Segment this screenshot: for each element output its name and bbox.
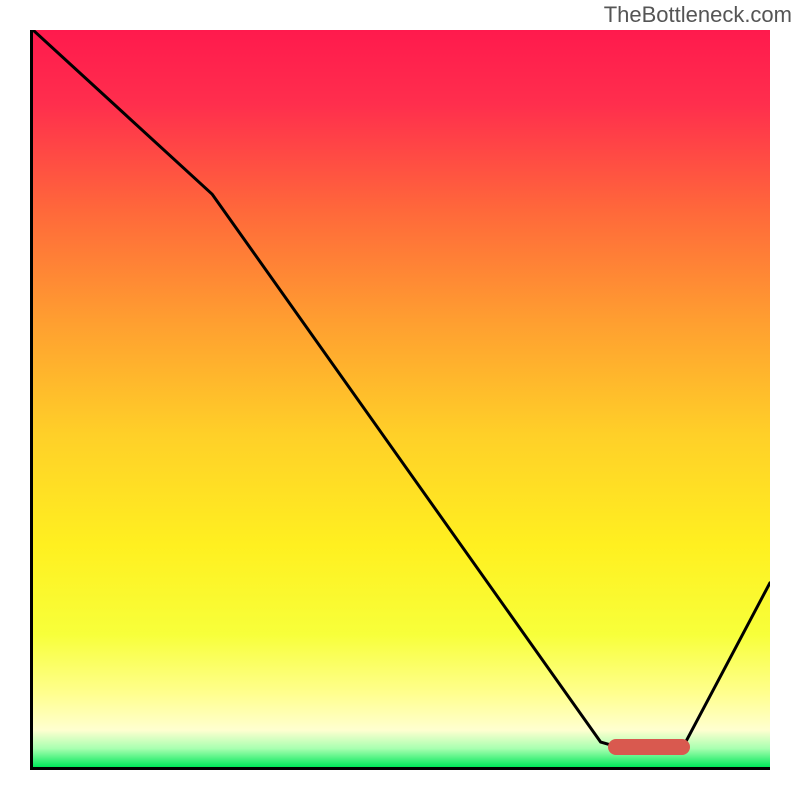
bottleneck-curve (33, 30, 770, 767)
optimal-range-marker (608, 739, 690, 755)
plot-area (30, 30, 770, 770)
bottleneck-chart: TheBottleneck.com (0, 0, 800, 800)
source-watermark: TheBottleneck.com (604, 2, 792, 28)
